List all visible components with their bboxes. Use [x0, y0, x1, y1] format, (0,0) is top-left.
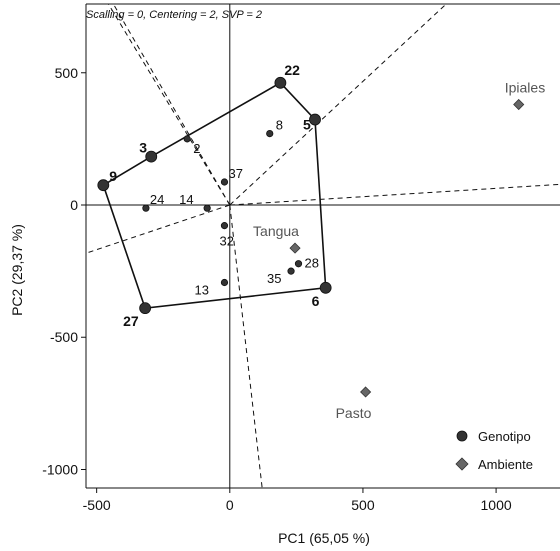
y-tick-label: 0: [70, 197, 78, 213]
y-tick-label: -500: [50, 329, 78, 345]
genotipo-point: [97, 179, 110, 192]
genotipo-label: 24: [150, 192, 164, 207]
genotipo-point: [309, 113, 321, 126]
genotipo-point: [220, 222, 229, 230]
genotipo-point: [145, 150, 158, 163]
ambiente-label: Pasto: [336, 405, 372, 421]
x-tick-label: 0: [226, 497, 234, 513]
x-axis-title: PC1 (65,05 %): [278, 530, 370, 546]
x-tick-label: 500: [351, 497, 375, 513]
legend-genotipo-label: Genotipo: [478, 429, 531, 444]
genotipo-label: 9: [109, 168, 117, 184]
x-tick-label: 1000: [481, 497, 512, 513]
genotipo-point: [287, 267, 295, 275]
plot-frame: [85, 3, 560, 489]
genotipo-point: [220, 178, 229, 186]
sector-line: [229, 3, 447, 206]
sector-lines: [85, 3, 560, 489]
y-tick-label: -1000: [42, 461, 78, 477]
sector-line: [85, 204, 230, 254]
ambiente-label: Tangua: [253, 223, 299, 239]
legend-genotipo-marker: [456, 430, 468, 442]
sector-line: [107, 3, 231, 206]
genotipo-label: 3: [139, 140, 147, 156]
sector-line: [112, 3, 231, 206]
genotipo-label: 5: [303, 117, 311, 133]
genotipo-label: 27: [123, 313, 139, 329]
genotipo-label: 14: [179, 192, 193, 207]
genotipo-point: [319, 281, 332, 294]
genotipo-point: [294, 260, 303, 268]
ambiente-point: [289, 242, 301, 254]
ambiente-point: [360, 386, 372, 398]
genotipo-point: [274, 76, 287, 89]
genotipo-label: 22: [284, 62, 300, 78]
genotipo-label: 13: [194, 282, 208, 297]
genotipo-label: 2: [193, 141, 200, 156]
legend: Genotipo Ambiente: [455, 429, 533, 472]
genotipo-point: [183, 135, 191, 143]
genotipo-point: [266, 129, 274, 138]
genotipo-point: [220, 278, 229, 287]
legend-ambiente-label: Ambiente: [478, 457, 533, 472]
ambiente-point: [513, 98, 525, 111]
genotipo-point: [139, 302, 152, 315]
genotipo-label: 32: [219, 234, 233, 249]
y-tick-label: 500: [55, 65, 79, 81]
axes: -500 0 500 1000 -1000 -500 0 500: [42, 4, 560, 513]
genotipo-point: [142, 204, 150, 212]
ambiente-label: Ipiales: [505, 80, 545, 96]
x-tick-label: -500: [83, 497, 111, 513]
genotipo-label: 8: [276, 118, 283, 133]
sector-line: [229, 183, 560, 206]
sector-line: [229, 204, 263, 489]
genotipo-label: 35: [267, 271, 281, 286]
genotipo-label: 6: [312, 293, 320, 309]
legend-ambiente-marker: [455, 457, 469, 471]
header-note: Scalling = 0, Centering = 2, SVP = 2: [86, 9, 262, 21]
y-axis-title: PC2 (29,37 %): [9, 224, 25, 316]
genotipo-label: 37: [228, 166, 242, 181]
genotipo-label: 28: [305, 256, 319, 271]
genotipo-point: [203, 204, 211, 212]
